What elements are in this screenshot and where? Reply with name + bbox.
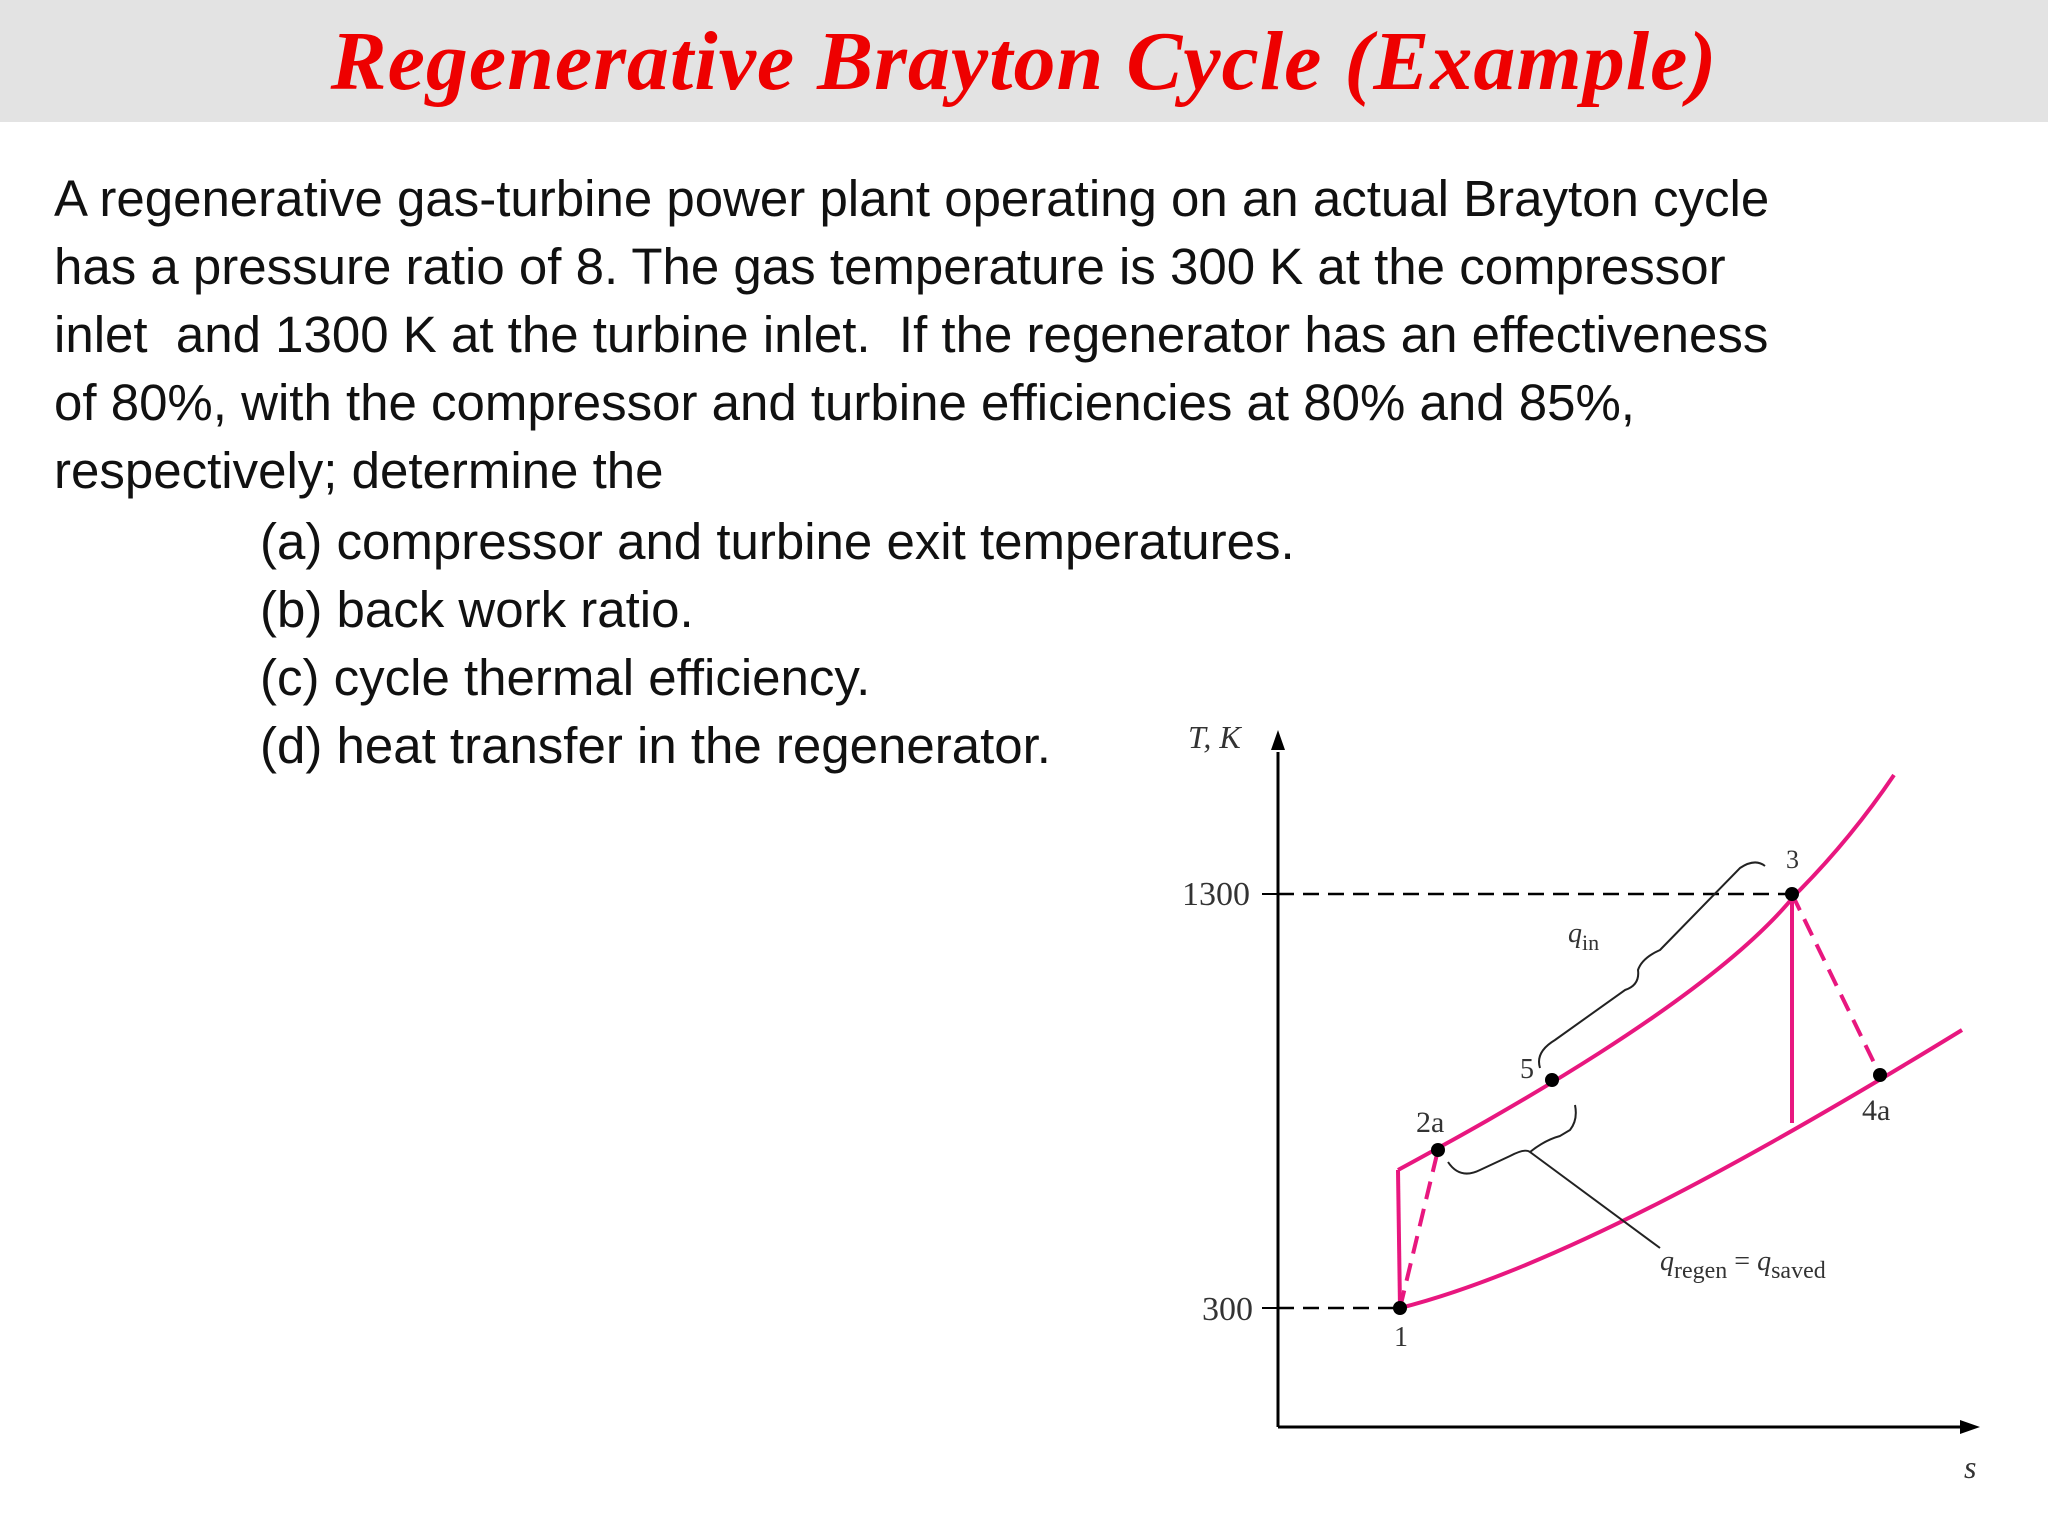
state-3-label: 3 (1786, 845, 1799, 874)
actual-expansion (1790, 893, 1882, 1076)
isentropic-compression (1396, 1169, 1402, 1309)
state-1-label: 1 (1394, 1322, 1408, 1353)
question-d: (d) heat transfer in the regenerator. (260, 717, 1051, 774)
problem-line: has a pressure ratio of 8. The gas tempe… (54, 238, 1726, 295)
q-in-label: qin (1568, 918, 1599, 955)
problem-line: inlet and 1300 K at the turbine inlet. I… (54, 306, 1769, 363)
x-axis-arrow (1960, 1420, 1980, 1434)
state-2a-label: 2a (1416, 1106, 1444, 1139)
problem-line: A regenerative gas-turbine power plant o… (54, 170, 1770, 227)
y-tick-1300: 1300 (1182, 876, 1250, 913)
problem-statement: A regenerative gas-turbine power plant o… (54, 165, 2014, 505)
q-regen-brace (1447, 1104, 1577, 1175)
problem-line: respectively; determine the (54, 442, 664, 499)
ts-diagram: T, K s 1300 300 1 2a 3 4a 5 qin qregen =… (1182, 719, 1980, 1485)
x-axis-label: s (1964, 1449, 1976, 1485)
state-3-point (1785, 887, 1799, 901)
state-1-point (1393, 1301, 1407, 1315)
state-5-point (1545, 1073, 1559, 1087)
slide-title: Regenerative Brayton Cycle (Example) (330, 15, 1718, 108)
low-pressure-line (1399, 1028, 1964, 1310)
q-in-brace (1538, 861, 1766, 1069)
y-axis-label: T, K (1188, 719, 1242, 755)
problem-line: of 80%, with the compressor and turbine … (54, 374, 1635, 431)
question-a: (a) compressor and turbine exit temperat… (260, 513, 1295, 570)
question-list: (a) compressor and turbine exit temperat… (260, 508, 1295, 780)
y-tick-300: 300 (1202, 1291, 1253, 1328)
question-c: (c) cycle thermal efficiency. (260, 649, 871, 706)
state-4a-point (1873, 1068, 1887, 1082)
title-bar (0, 0, 2048, 122)
actual-compression (1398, 1149, 1440, 1309)
state-2a-point (1431, 1143, 1445, 1157)
state-5-label: 5 (1520, 1054, 1534, 1085)
y-axis-arrow (1271, 730, 1285, 750)
state-4a-label: 4a (1862, 1094, 1890, 1127)
q-regen-label: qregen = qsaved (1660, 1246, 1826, 1284)
q-regen-leader (1529, 1151, 1661, 1249)
question-b: (b) back work ratio. (260, 581, 694, 638)
high-pressure-line (1397, 773, 1896, 1172)
